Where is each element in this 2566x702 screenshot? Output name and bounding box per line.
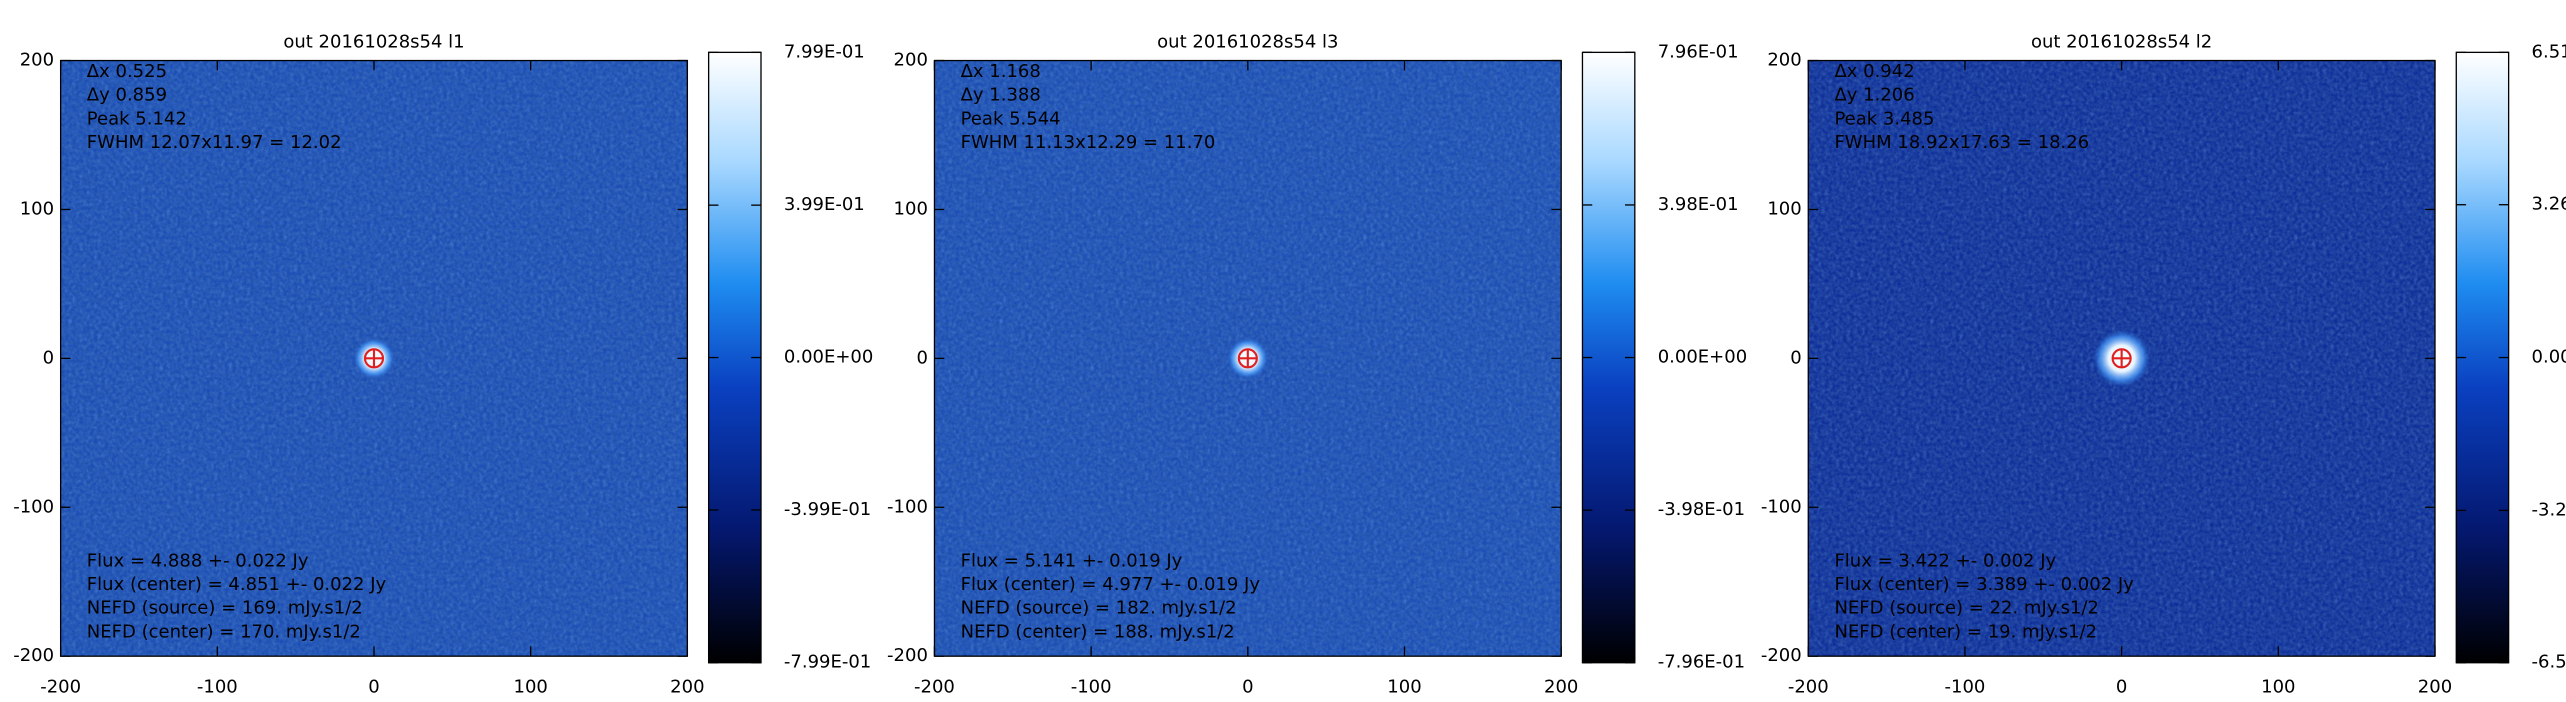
y-tick-label: 100 bbox=[20, 198, 54, 219]
colorbar-tick-label: -6.51E-01 bbox=[2532, 652, 2566, 673]
panel-title: out 20161028s54 l1 bbox=[283, 32, 464, 53]
x-tick-label: 200 bbox=[670, 676, 704, 697]
source-circle bbox=[1237, 348, 1258, 369]
y-tick-label: -100 bbox=[13, 496, 54, 517]
stat-text: Δx 0.942 bbox=[1834, 61, 1914, 82]
flux-text: Flux (center) = 3.389 +- 0.002 Jy bbox=[1834, 574, 2134, 595]
y-tick-label: 200 bbox=[1767, 50, 1801, 71]
x-tick-label: 0 bbox=[2116, 676, 2127, 697]
y-tick-label: -100 bbox=[887, 496, 928, 517]
y-tick-label: 200 bbox=[894, 50, 928, 71]
colorbar-tick-label: 6.51E-01 bbox=[2532, 41, 2566, 62]
source-cross bbox=[2113, 350, 2130, 367]
x-tick-label: -100 bbox=[1945, 676, 1986, 697]
colorbar-tick-label: 7.96E-01 bbox=[1658, 41, 1739, 62]
colorbar-tick-label: 3.99E-01 bbox=[784, 194, 865, 215]
flux-text: Flux = 3.422 +- 0.002 Jy bbox=[1834, 550, 2056, 571]
y-tick-label: 100 bbox=[1767, 198, 1801, 219]
colorbar-tick-label: -7.99E-01 bbox=[784, 652, 871, 673]
flux-text: Flux = 4.888 +- 0.022 Jy bbox=[87, 550, 309, 571]
x-tick-label: -100 bbox=[1071, 676, 1112, 697]
x-tick-label: 200 bbox=[1544, 676, 1578, 697]
flux-text: NEFD (source) = 22. mJy.s1/2 bbox=[1834, 598, 2098, 619]
stat-text: Δx 0.525 bbox=[87, 61, 167, 82]
y-tick-label: 100 bbox=[894, 198, 928, 219]
flux-text: Flux (center) = 4.851 +- 0.022 Jy bbox=[87, 574, 387, 595]
x-tick-label: -100 bbox=[197, 676, 238, 697]
x-tick-label: 0 bbox=[368, 676, 379, 697]
stat-text: Δy 1.206 bbox=[1834, 85, 1914, 106]
x-tick-label: -200 bbox=[914, 676, 955, 697]
flux-text: NEFD (center) = 188. mJy.s1/2 bbox=[961, 621, 1235, 642]
flux-text: NEFD (center) = 19. mJy.s1/2 bbox=[1834, 621, 2097, 642]
y-tick-label: -200 bbox=[1761, 645, 1802, 666]
stat-text: Δy 0.859 bbox=[87, 85, 167, 106]
colorbar-tick-label: 3.26E-01 bbox=[2532, 194, 2566, 215]
stat-text: FWHM 12.07x11.97 = 12.02 bbox=[87, 132, 342, 153]
x-tick-label: -200 bbox=[40, 676, 81, 697]
stat-text: Δy 1.388 bbox=[961, 85, 1041, 106]
flux-text: NEFD (source) = 169. mJy.s1/2 bbox=[87, 598, 363, 619]
flux-text: Flux (center) = 4.977 +- 0.019 Jy bbox=[961, 574, 1261, 595]
x-tick-label: 100 bbox=[2261, 676, 2295, 697]
colorbar-tick-label: 0.00E+00 bbox=[1658, 347, 1747, 368]
colorbar-tick-label: 0.00E+00 bbox=[2532, 347, 2566, 368]
x-tick-label: 100 bbox=[1387, 676, 1421, 697]
panel-title: out 20161028s54 l3 bbox=[1157, 32, 1338, 53]
colorbar-tick-label: -7.96E-01 bbox=[1658, 652, 1745, 673]
flux-text: NEFD (source) = 182. mJy.s1/2 bbox=[961, 598, 1237, 619]
y-tick-label: -200 bbox=[887, 645, 928, 666]
stat-text: FWHM 11.13x12.29 = 11.70 bbox=[961, 132, 1216, 153]
y-tick-label: 0 bbox=[916, 347, 927, 368]
flux-text: NEFD (center) = 170. mJy.s1/2 bbox=[87, 621, 361, 642]
x-tick-label: 200 bbox=[2418, 676, 2452, 697]
y-tick-label: 0 bbox=[1790, 347, 1801, 368]
y-tick-label: 200 bbox=[20, 50, 54, 71]
y-tick-label: 0 bbox=[43, 347, 54, 368]
stat-text: Δx 1.168 bbox=[961, 61, 1041, 82]
source-circle bbox=[363, 348, 385, 369]
flux-text: Flux = 5.141 +- 0.019 Jy bbox=[961, 550, 1183, 571]
panel-title: out 20161028s54 l2 bbox=[2031, 32, 2212, 53]
source-circle bbox=[2111, 348, 2132, 369]
source-cross bbox=[365, 350, 383, 367]
stat-text: Peak 5.142 bbox=[87, 108, 187, 129]
colorbar-tick-label: -3.98E-01 bbox=[1658, 499, 1745, 520]
colorbar-tick-label: -3.26E-01 bbox=[2532, 499, 2566, 520]
stat-text: FWHM 18.92x17.63 = 18.26 bbox=[1834, 132, 2089, 153]
colorbar-tick-label: 7.99E-01 bbox=[784, 41, 865, 62]
stat-text: Peak 3.485 bbox=[1834, 108, 1934, 129]
x-tick-label: -200 bbox=[1788, 676, 1829, 697]
source-cross bbox=[1239, 350, 1256, 367]
colorbar-tick-label: 0.00E+00 bbox=[784, 347, 873, 368]
y-tick-label: -200 bbox=[13, 645, 54, 666]
x-tick-label: 100 bbox=[514, 676, 548, 697]
stat-text: Peak 5.544 bbox=[961, 108, 1061, 129]
y-tick-label: -100 bbox=[1761, 496, 1802, 517]
colorbar-tick-label: -3.99E-01 bbox=[784, 499, 871, 520]
colorbar-tick-label: 3.98E-01 bbox=[1658, 194, 1739, 215]
x-tick-label: 0 bbox=[1242, 676, 1253, 697]
